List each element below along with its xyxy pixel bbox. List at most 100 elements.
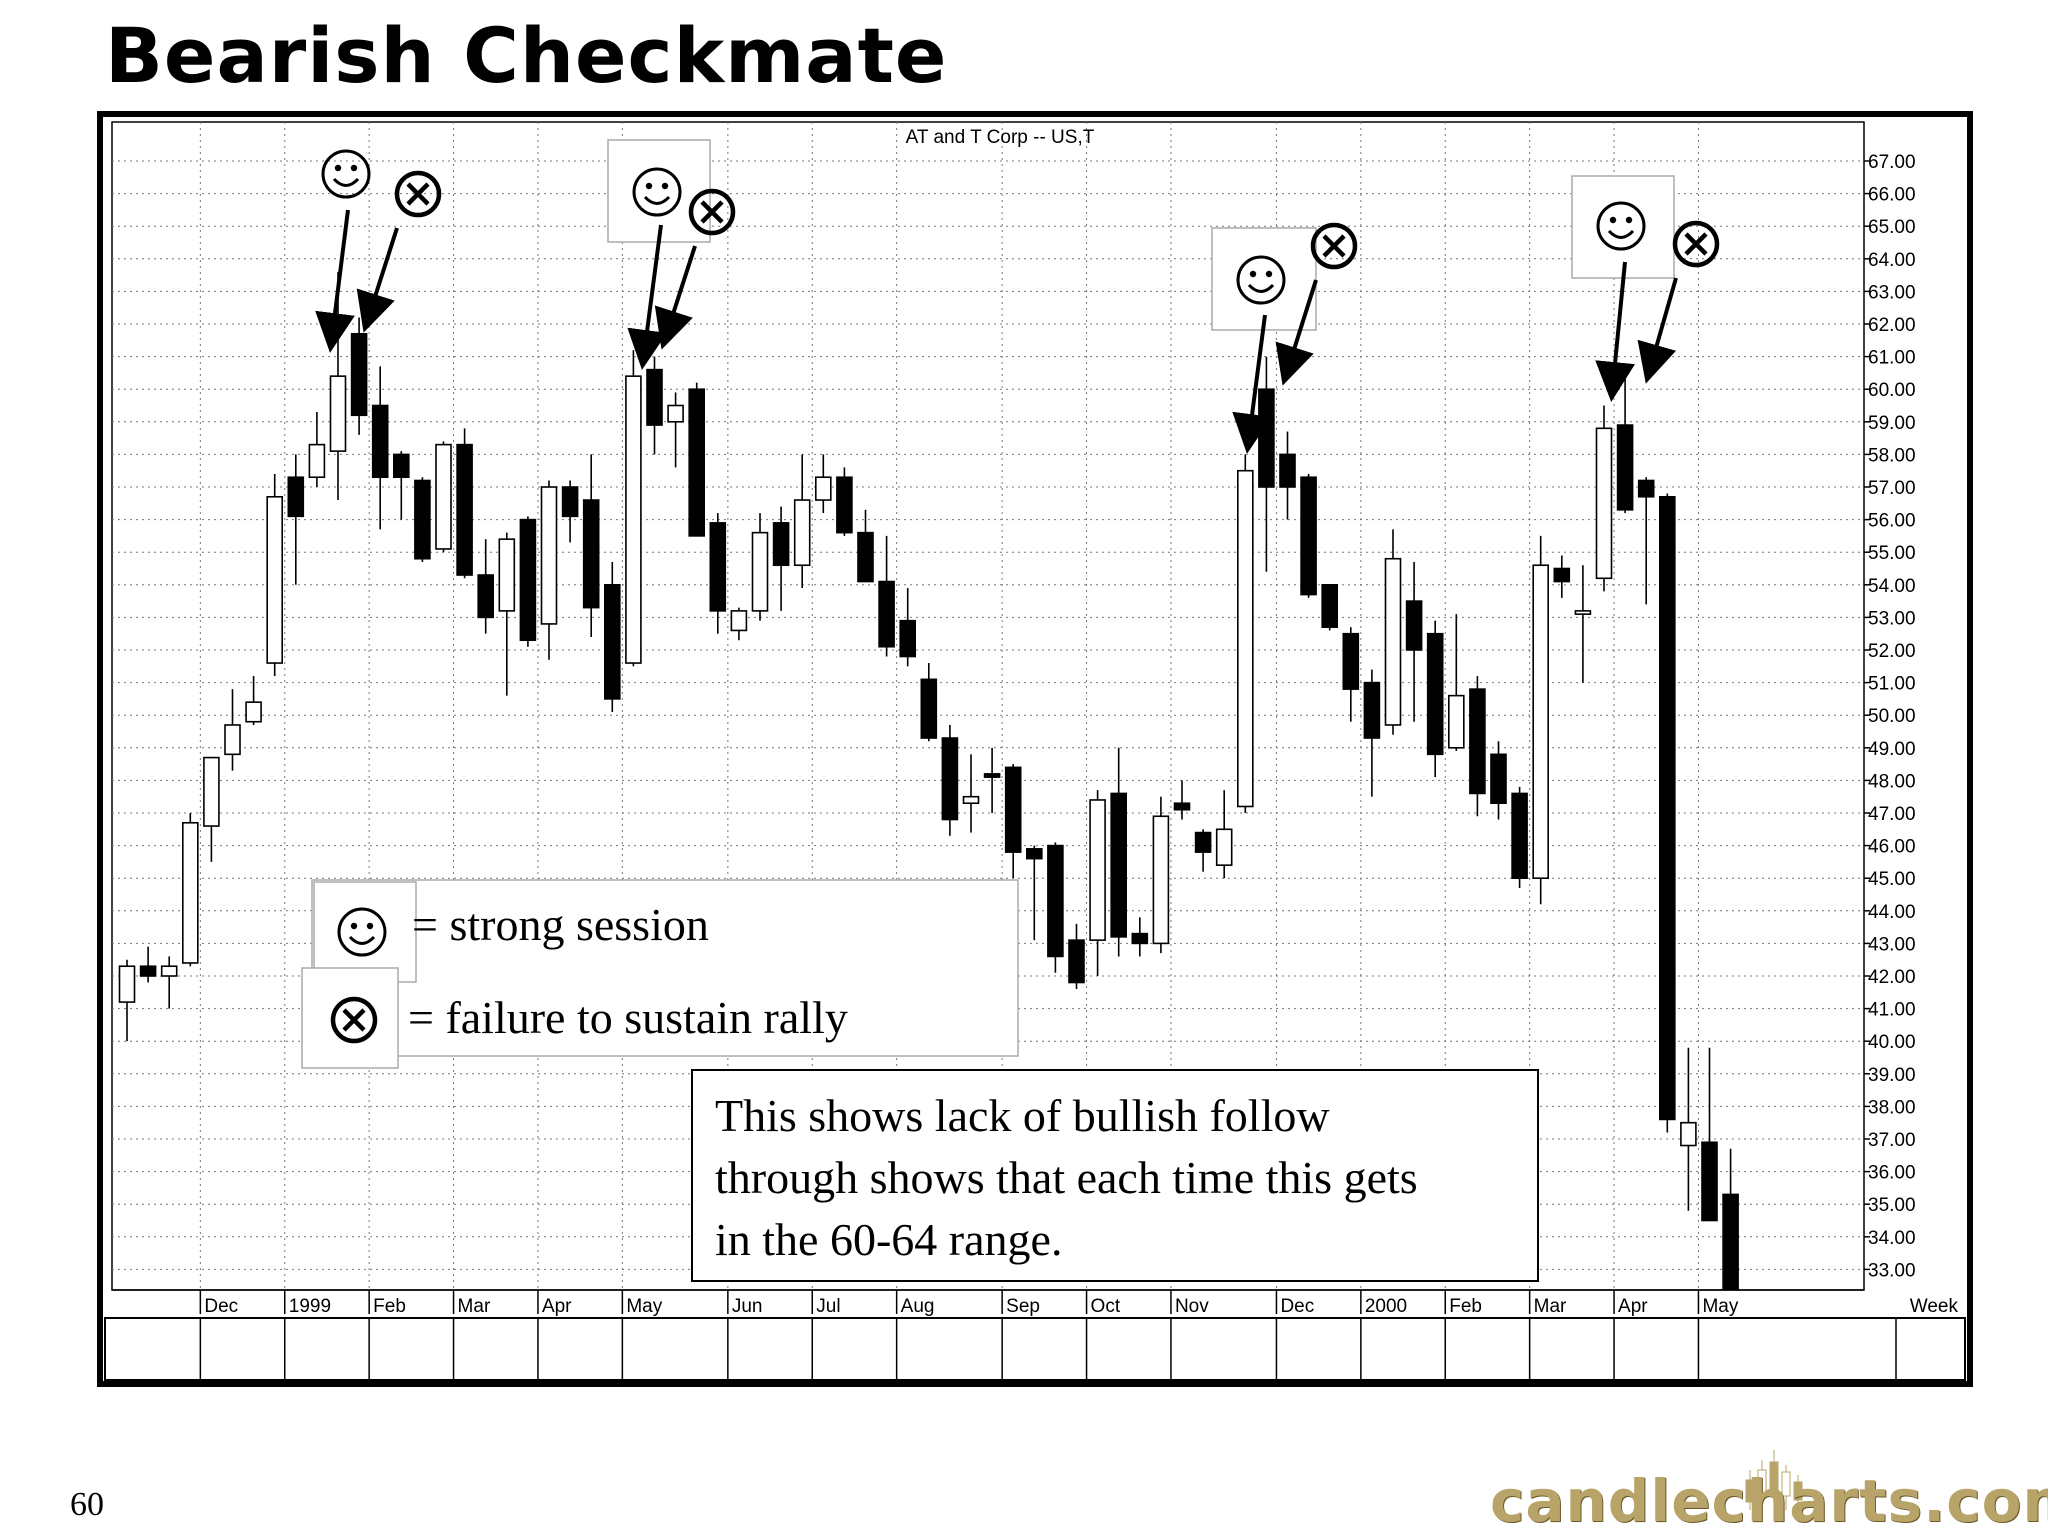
- strong-session-arrow: [627, 224, 667, 370]
- x-tick-label: Apr: [1618, 1296, 1648, 1317]
- strong-session-arrow: [1232, 314, 1272, 454]
- candle-body-bullish: [1532, 564, 1549, 879]
- y-tick-label: 38.00: [1868, 1097, 1916, 1118]
- x-tick-label: 2000: [1365, 1296, 1407, 1317]
- candle-body-bearish: [1004, 766, 1022, 853]
- failure-arrow: [1637, 277, 1678, 384]
- candle: [899, 588, 917, 667]
- candle-body-bearish: [1173, 802, 1191, 811]
- failure-arrow: [356, 227, 399, 333]
- candle: [1089, 790, 1106, 976]
- legend-smiley-box: [313, 881, 417, 983]
- candle-body-bearish: [878, 580, 895, 648]
- candle: [603, 561, 621, 712]
- candle: [435, 441, 452, 553]
- annotation: This shows lack of bullish follow throug…: [691, 1069, 1539, 1282]
- candle-body-bearish: [392, 453, 410, 479]
- candle-body-bullish: [266, 495, 284, 664]
- logo-text: candlecharts.com: [1490, 1467, 2048, 1535]
- candle: [203, 756, 220, 862]
- candle-body-bearish: [477, 574, 495, 619]
- candle: [1279, 431, 1296, 520]
- candle-body-bullish: [1680, 1121, 1697, 1147]
- candle-body-bearish: [857, 531, 874, 583]
- candle-body-bearish: [350, 332, 368, 417]
- candles: [118, 271, 1739, 1290]
- candle: [519, 516, 537, 647]
- candle: [836, 467, 853, 536]
- candle: [1194, 829, 1212, 872]
- legend: = strong session = failure to sustain ra…: [301, 879, 1019, 1069]
- x-tick-label: May: [626, 1296, 662, 1317]
- candle-body-bullish: [793, 499, 811, 567]
- candle: [1405, 561, 1423, 722]
- candle: [1532, 535, 1549, 905]
- candle: [814, 454, 832, 514]
- legend-failure-label: = failure to sustain rally: [408, 992, 848, 1043]
- candle: [1637, 477, 1655, 605]
- candle-body-bearish: [519, 518, 537, 642]
- x-tick-label: Nov: [1175, 1296, 1209, 1317]
- y-tick-label: 47.00: [1868, 804, 1916, 825]
- x-tick-label: May: [1702, 1296, 1738, 1317]
- candle-body-bullish: [498, 538, 516, 612]
- candle-body-bearish: [941, 737, 959, 821]
- strong-session-icon-box: [1571, 175, 1675, 279]
- candle: [1215, 790, 1233, 879]
- strong-session-arrow: [1595, 261, 1636, 402]
- x-tick-label: Apr: [542, 1296, 572, 1317]
- failure-arrow: [1275, 279, 1318, 386]
- y-tick-label: 37.00: [1868, 1130, 1916, 1151]
- candle: [139, 946, 157, 983]
- candle-body-bearish: [899, 619, 917, 658]
- page-number: 60: [70, 1486, 104, 1523]
- candle-body-bullish: [1215, 828, 1233, 866]
- candle-body-bearish: [1659, 495, 1676, 1121]
- y-tick-label: 62.00: [1868, 315, 1916, 336]
- candle-body-bearish: [1047, 844, 1064, 958]
- y-tick-label: 65.00: [1868, 217, 1916, 238]
- candle-body-bearish: [1131, 932, 1149, 945]
- candle: [878, 535, 895, 657]
- candle: [1511, 786, 1528, 888]
- candle-body-bearish: [772, 522, 790, 567]
- chart-title: AT and T Corp -- US,T: [906, 127, 1095, 148]
- y-tick-label: 41.00: [1868, 1000, 1916, 1021]
- candle-body-bearish: [1363, 681, 1381, 739]
- candle: [371, 366, 389, 530]
- candle: [1659, 493, 1676, 1133]
- x-tick-label: 1999: [289, 1296, 331, 1317]
- candle-body-bearish: [1426, 632, 1444, 756]
- y-tick-label: 59.00: [1868, 413, 1916, 434]
- candle-body-bearish: [709, 522, 727, 612]
- y-tick-label: 50.00: [1868, 706, 1916, 727]
- annotation-line-2: through shows that each time this gets: [715, 1152, 1418, 1203]
- x-tick-label: Jun: [732, 1296, 763, 1317]
- candle: [1616, 372, 1634, 514]
- candle: [1152, 796, 1170, 954]
- candle-body-bearish: [688, 388, 706, 537]
- y-tick-label: 36.00: [1868, 1163, 1916, 1184]
- candle: [1595, 405, 1613, 592]
- candle: [1300, 473, 1317, 598]
- candle-body-bearish: [1616, 424, 1634, 511]
- x-tick-label: Feb: [373, 1296, 406, 1317]
- candle-body-bullish: [203, 756, 220, 827]
- candle-body-bearish: [836, 476, 853, 534]
- candle-body-bearish: [603, 583, 621, 700]
- y-tick-label: 49.00: [1868, 739, 1916, 760]
- candle: [456, 428, 473, 579]
- candle-body-bullish: [1595, 427, 1613, 580]
- candle-body-bearish: [287, 476, 305, 518]
- candle: [224, 689, 241, 771]
- candle: [1574, 565, 1592, 683]
- candle: [1047, 842, 1064, 973]
- candle: [477, 539, 495, 634]
- candle-body-bullish: [540, 486, 558, 625]
- candle: [1680, 1047, 1697, 1211]
- candle: [941, 724, 959, 836]
- candle: [245, 676, 262, 725]
- candle: [1110, 747, 1127, 957]
- candle-body-bearish: [1637, 479, 1655, 498]
